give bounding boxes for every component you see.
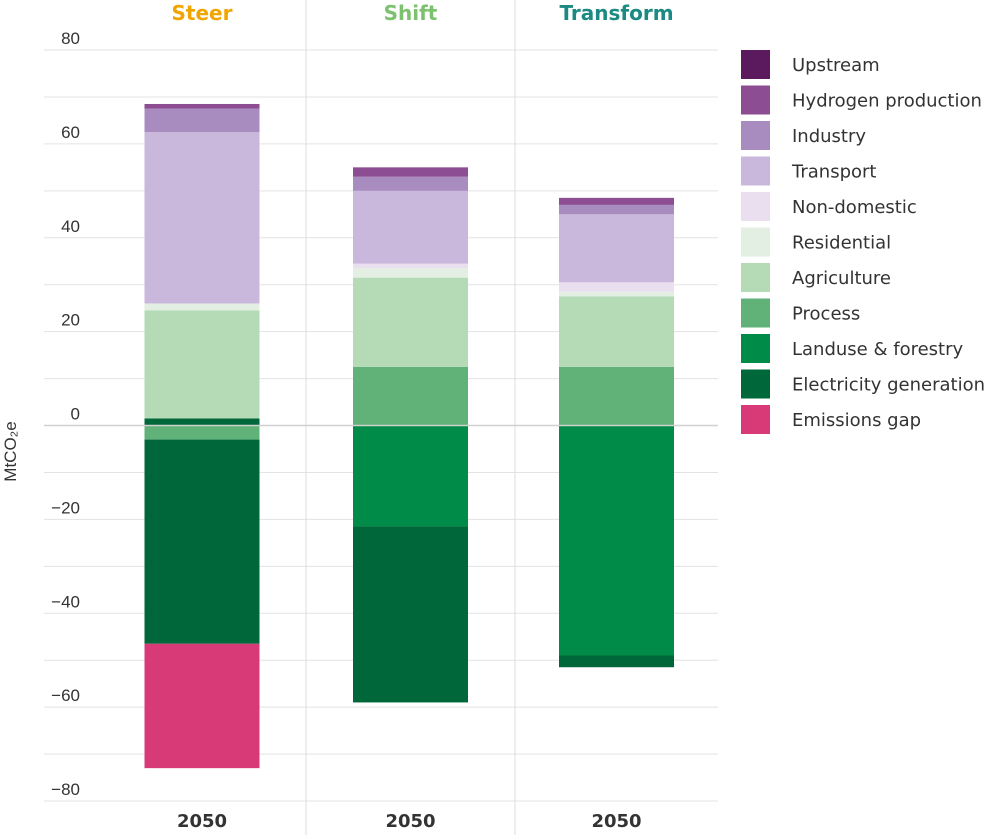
y-tick-label: 20 — [61, 311, 80, 330]
legend-label: Emissions gap — [792, 410, 921, 431]
legend-label: Upstream — [792, 55, 880, 76]
legend-label: Transport — [791, 162, 876, 183]
bar-segment — [353, 277, 468, 367]
y-tick-label: −80 — [51, 780, 80, 799]
bar-segment — [559, 197, 674, 205]
bar-segment — [353, 167, 468, 177]
bar-segment — [559, 282, 674, 292]
bar-segment — [353, 263, 468, 269]
legend-swatch — [741, 50, 770, 79]
legend-swatch — [741, 192, 770, 221]
x-tick-label: 2050 — [385, 811, 435, 832]
legend-swatch — [741, 227, 770, 257]
legend-swatch — [741, 263, 770, 292]
legend-swatch — [741, 405, 770, 434]
bar-segment — [144, 103, 260, 109]
legend-swatch — [741, 334, 770, 363]
bar-segment — [144, 425, 260, 440]
legend-swatch — [741, 85, 770, 115]
legend-label: Hydrogen production — [792, 91, 982, 112]
y-axis-ticks: 80 60 40 20 0 −20 −40 −60 −80 — [51, 29, 80, 799]
y-tick-label: 80 — [61, 29, 80, 48]
bar-segment — [559, 204, 674, 215]
legend-swatch — [741, 298, 770, 328]
bar-segment — [559, 655, 674, 668]
bar-segment — [559, 425, 674, 656]
legend-swatch — [741, 121, 770, 150]
legend-label: Agriculture — [792, 268, 891, 289]
legend: Upstream Hydrogen production Industry Trans… — [741, 50, 985, 434]
bar-segment — [559, 296, 674, 367]
bar-stack-shift — [353, 167, 468, 703]
bar-segment — [353, 425, 468, 527]
bar-segment — [559, 214, 674, 283]
bar-segment — [559, 366, 674, 426]
y-axis-title: MtCO₂e — [1, 421, 20, 481]
bar-segment — [144, 418, 260, 426]
legend-label: Residential — [792, 233, 891, 254]
panel-title: Transform — [559, 1, 673, 25]
legend-label: Electricity generation — [792, 375, 985, 396]
bar-segment — [144, 643, 260, 769]
y-tick-label: 40 — [61, 217, 80, 236]
panel-title: Steer — [172, 1, 233, 25]
bar-segment — [559, 291, 674, 297]
legend-label: Process — [792, 304, 860, 325]
x-tick-label: 2050 — [591, 811, 641, 832]
legend-label: Non-domestic — [792, 197, 917, 218]
bar-segment — [144, 439, 260, 644]
bar-segment — [353, 366, 468, 426]
bar-stack-steer — [144, 103, 260, 769]
legend-label: Landuse & forestry — [792, 339, 963, 360]
bar-segment — [353, 268, 468, 278]
panel-title: Shift — [384, 1, 438, 25]
x-tick-label: 2050 — [177, 811, 227, 832]
y-tick-label: −40 — [51, 592, 80, 611]
bar-segment — [353, 190, 468, 264]
bar-segment — [353, 176, 468, 191]
legend-swatch — [741, 369, 770, 399]
legend-label: Industry — [792, 126, 866, 147]
y-tick-label: −20 — [51, 498, 80, 517]
bar-segment — [144, 303, 260, 311]
y-tick-label: 0 — [71, 405, 80, 424]
bar-segment — [144, 310, 260, 419]
bar-segment — [144, 108, 260, 133]
bar-segment — [144, 132, 260, 304]
bar-stack-transform — [559, 197, 674, 668]
y-tick-label: 60 — [61, 123, 80, 142]
y-tick-label: −60 — [51, 686, 80, 705]
bar-segment — [353, 526, 468, 703]
legend-swatch — [741, 156, 770, 186]
